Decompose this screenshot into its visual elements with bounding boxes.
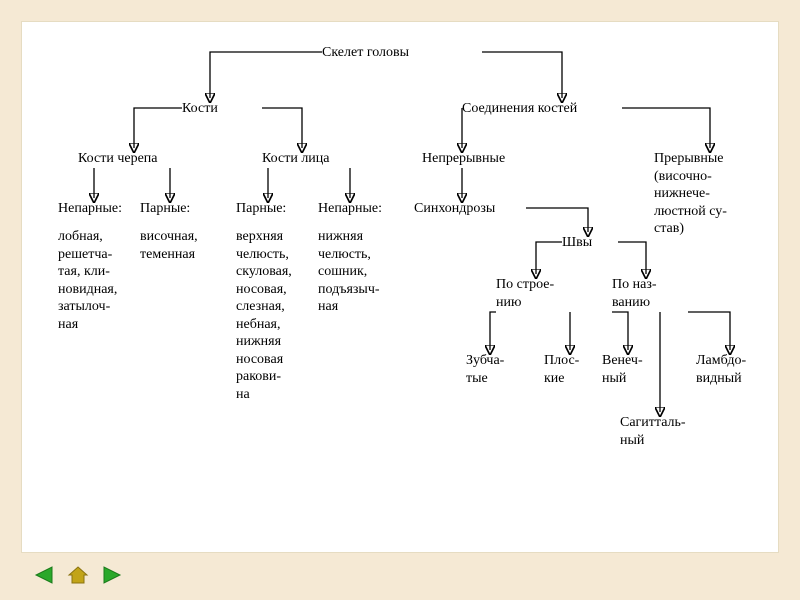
diagram-canvas: Скелет головы Кости Соединения костей Ко… [22,22,778,552]
node-sutures: Швы [562,234,622,252]
node-coronal: Венеч- ный [602,352,664,387]
node-flat: Плос- кие [544,352,600,387]
node-synchondroses: Синхондрозы [414,200,524,218]
node-skull-unpaired: Непарные: [58,200,138,218]
next-button[interactable] [100,564,124,586]
node-skull-paired: Парные: [140,200,210,218]
node-skull-unpaired-list: лобная, решетча- тая, кли- новидная, зат… [58,228,140,333]
node-serrated: Зубча- тые [466,352,530,387]
node-by-structure: По строе- нию [496,276,586,311]
node-face-unpaired: Непарные: [318,200,398,218]
node-face-paired: Парные: [236,200,306,218]
node-sagittal: Сагитталь- ный [620,414,710,449]
node-root: Скелет головы [322,44,482,62]
triangle-left-icon [34,566,54,584]
node-face-unpaired-list: нижняя челюсть, сошник, подъязыч- ная [318,228,400,316]
node-discontinuous: Прерывные (височно- нижнече- люстной су-… [654,150,774,238]
triangle-right-icon [102,566,122,584]
home-button[interactable] [66,564,90,586]
node-by-name: По наз- ванию [612,276,692,311]
node-connections: Соединения костей [462,100,622,118]
node-bones: Кости [182,100,262,118]
node-skull: Кости черепа [78,150,198,168]
prev-button[interactable] [32,564,56,586]
home-icon [67,565,89,585]
node-skull-paired-list: височная, теменная [140,228,218,263]
node-face-paired-list: верхняя челюсть, скуловая, носовая, слез… [236,228,314,403]
node-lambdoid: Ламбдо- видный [696,352,770,387]
node-continuous: Непрерывные [422,150,532,168]
nav-controls [32,564,124,586]
node-face: Кости лица [262,150,362,168]
